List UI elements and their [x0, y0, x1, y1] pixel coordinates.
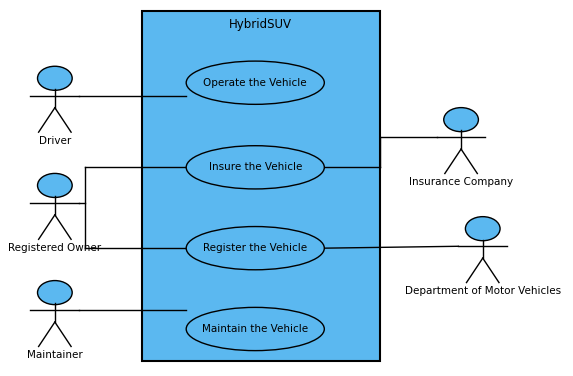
Ellipse shape: [186, 226, 324, 270]
Circle shape: [444, 108, 478, 132]
Text: Registered Owner: Registered Owner: [8, 243, 101, 253]
Text: Maintain the Vehicle: Maintain the Vehicle: [202, 324, 308, 334]
Text: Register the Vehicle: Register the Vehicle: [203, 243, 307, 253]
Text: Driver: Driver: [39, 136, 71, 146]
Ellipse shape: [186, 61, 324, 104]
Text: Maintainer: Maintainer: [27, 350, 83, 360]
Text: Insure the Vehicle: Insure the Vehicle: [209, 162, 302, 172]
Text: Department of Motor Vehicles: Department of Motor Vehicles: [405, 287, 561, 296]
Circle shape: [37, 280, 72, 305]
Text: Insurance Company: Insurance Company: [409, 177, 513, 187]
Ellipse shape: [186, 146, 324, 189]
Text: HybridSUV: HybridSUV: [229, 18, 292, 31]
Circle shape: [37, 66, 72, 90]
Circle shape: [465, 217, 500, 241]
Circle shape: [37, 173, 72, 197]
FancyBboxPatch shape: [142, 11, 380, 361]
Text: Operate the Vehicle: Operate the Vehicle: [203, 78, 307, 88]
Ellipse shape: [186, 308, 324, 350]
